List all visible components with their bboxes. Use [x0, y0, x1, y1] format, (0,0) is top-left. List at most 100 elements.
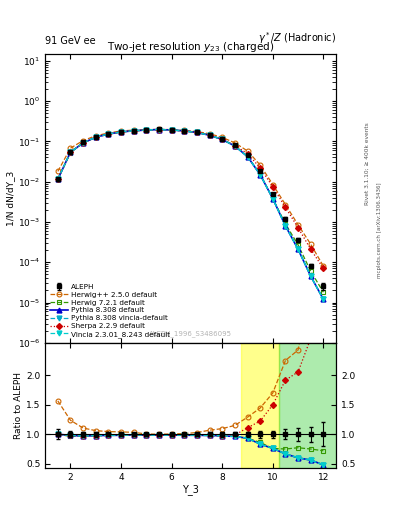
Pythia 8.308 default: [296, 246, 300, 252]
Vincia 2.3.01_8.243 default: [106, 131, 111, 137]
Vincia 2.3.01_8.243 default: [119, 129, 123, 135]
Pythia 8.308 vincia-default: [245, 154, 250, 160]
Herwig++ 2.5.0 default: [182, 127, 187, 134]
Y-axis label: 1/N dN/dY_3: 1/N dN/dY_3: [6, 170, 15, 226]
Herwig 7.2.1 default: [119, 129, 123, 135]
Bar: [279, 343, 336, 468]
Herwig 7.2.1 default: [296, 242, 300, 248]
Line: Pythia 8.308 default: Pythia 8.308 default: [55, 127, 326, 302]
Herwig 7.2.1 default: [321, 289, 326, 295]
Vincia 2.3.01_8.243 default: [233, 143, 237, 149]
Pythia 8.308 default: [106, 131, 111, 137]
Pythia 8.308 default: [55, 176, 60, 182]
Vincia 2.3.01_8.243 default: [309, 273, 313, 279]
Herwig 7.2.1 default: [144, 127, 149, 133]
Bar: [241, 343, 279, 468]
Sherpa 2.2.9 default: [157, 126, 162, 133]
Vincia 2.3.01_8.243 default: [195, 130, 199, 136]
Herwig++ 2.5.0 default: [321, 263, 326, 269]
Pythia 8.308 default: [195, 130, 199, 136]
Vincia 2.3.01_8.243 default: [220, 136, 224, 142]
Herwig++ 2.5.0 default: [106, 130, 111, 136]
Herwig 7.2.1 default: [283, 221, 288, 227]
Sherpa 2.2.9 default: [169, 127, 174, 133]
Herwig++ 2.5.0 default: [270, 181, 275, 187]
Vincia 2.3.01_8.243 default: [131, 128, 136, 134]
Pythia 8.308 default: [283, 223, 288, 229]
Pythia 8.308 default: [131, 128, 136, 134]
Pythia 8.308 vincia-default: [55, 176, 60, 182]
Pythia 8.308 default: [321, 296, 326, 303]
Herwig++ 2.5.0 default: [157, 126, 162, 133]
Sherpa 2.2.9 default: [207, 132, 212, 138]
Sherpa 2.2.9 default: [55, 176, 60, 182]
Sherpa 2.2.9 default: [144, 127, 149, 133]
Herwig 7.2.1 default: [309, 268, 313, 274]
Herwig 7.2.1 default: [81, 140, 86, 146]
Pythia 8.308 vincia-default: [283, 223, 288, 229]
Vincia 2.3.01_8.243 default: [296, 246, 300, 252]
Sherpa 2.2.9 default: [119, 129, 123, 135]
Vincia 2.3.01_8.243 default: [207, 132, 212, 138]
Pythia 8.308 vincia-default: [296, 246, 300, 252]
Herwig++ 2.5.0 default: [283, 202, 288, 208]
Pythia 8.308 default: [233, 143, 237, 149]
Herwig 7.2.1 default: [106, 131, 111, 137]
Pythia 8.308 default: [81, 140, 86, 146]
Sherpa 2.2.9 default: [94, 134, 98, 140]
Pythia 8.308 vincia-default: [195, 130, 199, 136]
Pythia 8.308 vincia-default: [144, 127, 149, 133]
Herwig++ 2.5.0 default: [131, 127, 136, 133]
Pythia 8.308 default: [207, 132, 212, 138]
Herwig++ 2.5.0 default: [81, 138, 86, 144]
Sherpa 2.2.9 default: [245, 151, 250, 157]
Vincia 2.3.01_8.243 default: [157, 126, 162, 133]
Pythia 8.308 vincia-default: [321, 296, 326, 303]
Sherpa 2.2.9 default: [68, 149, 73, 155]
Vincia 2.3.01_8.243 default: [81, 140, 86, 146]
Pythia 8.308 vincia-default: [94, 134, 98, 140]
Line: Herwig 7.2.1 default: Herwig 7.2.1 default: [55, 127, 326, 295]
Pythia 8.308 vincia-default: [182, 128, 187, 134]
Herwig++ 2.5.0 default: [296, 222, 300, 228]
X-axis label: Y_3: Y_3: [182, 484, 199, 495]
Y-axis label: Ratio to ALEPH: Ratio to ALEPH: [14, 372, 23, 439]
Pythia 8.308 vincia-default: [233, 143, 237, 149]
Text: 91 GeV ee: 91 GeV ee: [45, 36, 96, 46]
Pythia 8.308 vincia-default: [220, 136, 224, 142]
Vincia 2.3.01_8.243 default: [144, 127, 149, 133]
Pythia 8.308 vincia-default: [131, 128, 136, 134]
Pythia 8.308 vincia-default: [106, 131, 111, 137]
Pythia 8.308 vincia-default: [169, 127, 174, 133]
Text: mcplots.cern.ch [arXiv:1306.3436]: mcplots.cern.ch [arXiv:1306.3436]: [377, 183, 382, 278]
Herwig 7.2.1 default: [207, 132, 212, 138]
Sherpa 2.2.9 default: [106, 131, 111, 137]
Herwig++ 2.5.0 default: [68, 145, 73, 151]
Pythia 8.308 default: [245, 154, 250, 160]
Pythia 8.308 default: [94, 134, 98, 140]
Pythia 8.308 vincia-default: [119, 129, 123, 135]
Legend: ALEPH, Herwig++ 2.5.0 default, Herwig 7.2.1 default, Pythia 8.308 default, Pythi: ALEPH, Herwig++ 2.5.0 default, Herwig 7.…: [49, 282, 172, 339]
Herwig 7.2.1 default: [94, 134, 98, 140]
Vincia 2.3.01_8.243 default: [245, 154, 250, 160]
Pythia 8.308 vincia-default: [309, 273, 313, 279]
Pythia 8.308 default: [169, 127, 174, 133]
Pythia 8.308 vincia-default: [270, 196, 275, 202]
Pythia 8.308 default: [220, 136, 224, 142]
Herwig 7.2.1 default: [233, 143, 237, 149]
Vincia 2.3.01_8.243 default: [169, 127, 174, 133]
Herwig 7.2.1 default: [258, 171, 263, 177]
Herwig++ 2.5.0 default: [94, 133, 98, 139]
Herwig 7.2.1 default: [55, 176, 60, 182]
Sherpa 2.2.9 default: [220, 136, 224, 142]
Pythia 8.308 vincia-default: [81, 140, 86, 146]
Sherpa 2.2.9 default: [258, 165, 263, 171]
Pythia 8.308 default: [144, 127, 149, 133]
Pythia 8.308 default: [309, 273, 313, 279]
Pythia 8.308 default: [270, 196, 275, 202]
Text: ALEPH_1996_S3486095: ALEPH_1996_S3486095: [149, 330, 232, 337]
Vincia 2.3.01_8.243 default: [283, 223, 288, 229]
Pythia 8.308 vincia-default: [207, 132, 212, 138]
Herwig 7.2.1 default: [270, 196, 275, 202]
Herwig++ 2.5.0 default: [144, 126, 149, 133]
